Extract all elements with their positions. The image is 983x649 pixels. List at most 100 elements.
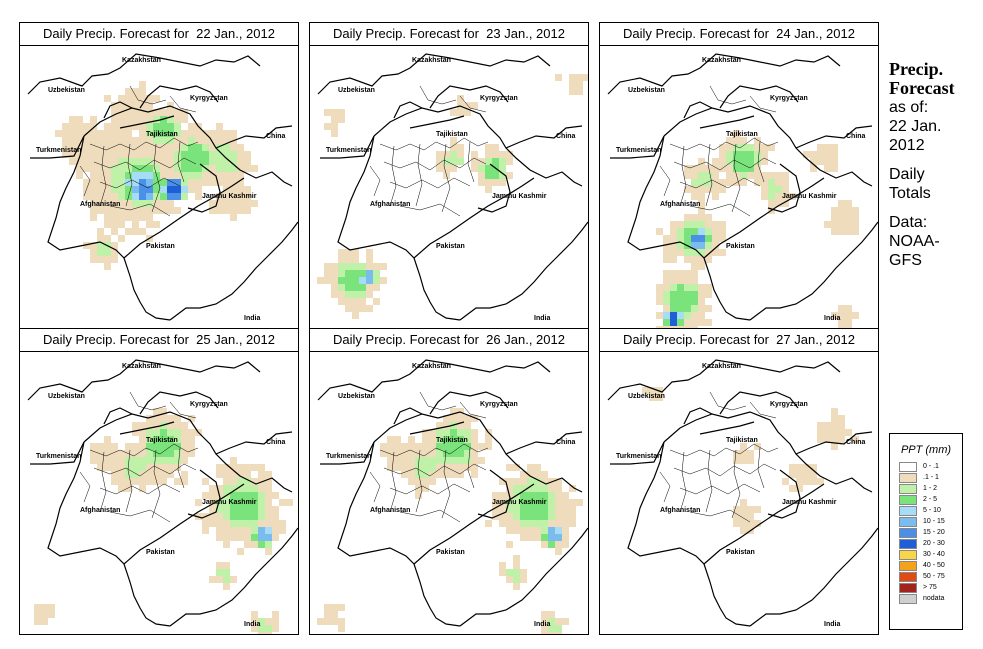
precip-cell <box>139 109 146 116</box>
precip-cell <box>705 186 712 193</box>
precip-cell <box>167 165 174 172</box>
precip-cell <box>817 422 824 429</box>
precip-cell <box>513 520 520 527</box>
map-label-pakistan: Pakistan <box>726 243 755 250</box>
precip-cell <box>520 569 527 576</box>
precip-cell <box>244 165 251 172</box>
precip-cell <box>691 228 698 235</box>
precip-cell <box>202 492 209 499</box>
map-label-uzbekistan: Uzbekistan <box>48 393 85 400</box>
precip-cell <box>132 214 139 221</box>
precip-cell <box>726 158 733 165</box>
precip-cell <box>387 464 394 471</box>
country-border <box>749 527 878 627</box>
precip-cell <box>726 151 733 158</box>
precip-cell <box>62 130 69 137</box>
precip-cell <box>90 130 97 137</box>
country-border <box>27 53 261 95</box>
precip-cell <box>712 242 719 249</box>
precip-cell <box>258 541 265 548</box>
map-label-turkmenistan: Turkmenistan <box>616 453 661 460</box>
precip-cell <box>111 450 118 457</box>
precip-cell <box>345 256 352 263</box>
precip-cell <box>146 193 153 200</box>
legend-label: 1 - 2 <box>923 485 938 492</box>
precip-cell <box>541 499 548 506</box>
precip-cell <box>373 270 380 277</box>
precip-cell <box>852 228 859 235</box>
precip-cell <box>146 95 153 102</box>
precip-cell <box>265 499 272 506</box>
province-border <box>79 165 91 197</box>
precip-cell <box>471 102 478 109</box>
legend-label: 20 - 30 <box>923 540 945 547</box>
precip-cell <box>443 443 450 450</box>
precip-cell <box>90 207 97 214</box>
province-border <box>709 391 747 411</box>
precip-cell <box>209 200 216 207</box>
precip-cell <box>754 144 761 151</box>
precip-cell <box>810 478 817 485</box>
precip-cell <box>237 464 244 471</box>
precip-cell <box>125 214 132 221</box>
precip-cell <box>265 548 272 555</box>
precip-cell <box>527 492 534 499</box>
precip-cell <box>338 256 345 263</box>
legend-row: 10 - 15 <box>899 516 962 527</box>
precip-cell <box>359 277 366 284</box>
precip-cell <box>258 506 265 513</box>
legend-row: 20 - 30 <box>899 538 962 549</box>
precip-cell <box>471 151 478 158</box>
country-border <box>683 407 713 425</box>
legend-swatch <box>899 582 917 593</box>
precip-cell <box>230 179 237 186</box>
precip-cell <box>174 165 181 172</box>
precip-cell <box>698 263 705 270</box>
precip-cell <box>527 499 534 506</box>
precip-cell <box>216 485 223 492</box>
precip-cell <box>450 144 457 151</box>
map-label-afghanistan: Afghanistan <box>80 201 120 208</box>
precip-cell <box>160 415 167 422</box>
precip-cell <box>97 256 104 263</box>
precip-cell <box>90 450 97 457</box>
precip-cell <box>195 130 202 137</box>
precip-cell <box>97 137 104 144</box>
precip-cell <box>380 263 387 270</box>
legend-row: 40 - 50 <box>899 560 962 571</box>
precip-cell <box>429 429 436 436</box>
precip-cell <box>562 618 569 625</box>
precip-cell <box>457 158 464 165</box>
precip-cell <box>188 165 195 172</box>
precip-cell <box>118 172 125 179</box>
precip-cell <box>139 137 146 144</box>
precip-cell <box>754 506 761 513</box>
precip-cell <box>373 284 380 291</box>
precip-cell <box>223 527 230 534</box>
country-borders <box>317 359 588 627</box>
precip-cell <box>366 277 373 284</box>
map-label-china: China <box>266 439 286 446</box>
precip-cell <box>111 443 118 450</box>
precip-cell <box>265 534 272 541</box>
precip-cell <box>223 499 230 506</box>
precip-cell <box>118 151 125 158</box>
legend-label: 50 - 75 <box>923 573 945 580</box>
precip-cell <box>230 534 237 541</box>
precip-cell <box>237 478 244 485</box>
precip-cell <box>740 450 747 457</box>
precip-cell <box>83 137 90 144</box>
precip-cell <box>139 450 146 457</box>
precip-cell <box>691 326 698 328</box>
precip-cell <box>118 221 125 228</box>
country-border <box>749 221 878 321</box>
precip-cell <box>719 228 726 235</box>
precip-cell <box>796 471 803 478</box>
precip-cell <box>83 179 90 186</box>
precip-cell <box>111 151 118 158</box>
precip-cell <box>237 506 244 513</box>
province-borders <box>369 391 489 523</box>
precip-cell <box>366 270 373 277</box>
map-label-jammu: Jammu Kashmir <box>492 193 547 200</box>
precip-cell <box>216 576 223 583</box>
